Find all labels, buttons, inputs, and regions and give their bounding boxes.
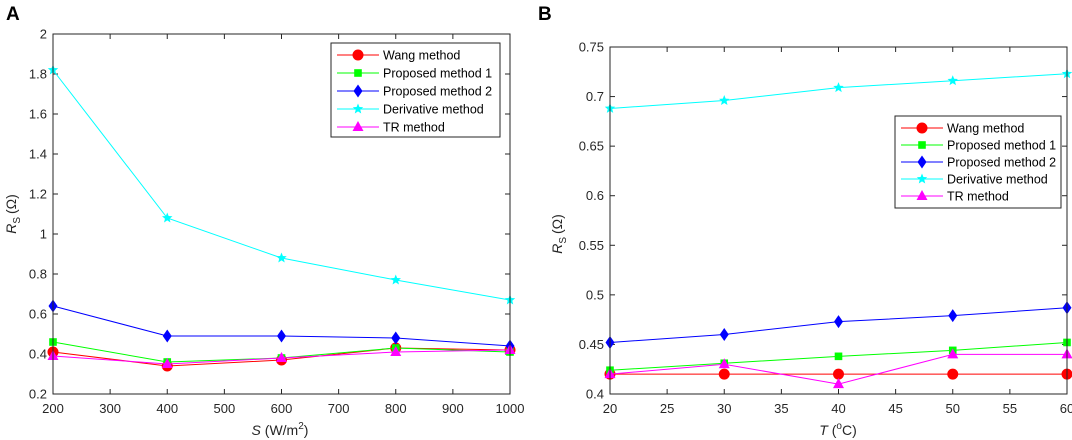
x-tick-label: 500 (214, 401, 236, 416)
data-point-tr-method (833, 378, 844, 389)
panel-a-legend-items: Wang method Proposed method 1 Proposed met… (337, 49, 492, 135)
y-tick-label: 2 (40, 27, 47, 42)
x-tick-label: 60 (1060, 401, 1072, 416)
data-point-proposed-method-2 (391, 331, 401, 345)
x-tick-label: 50 (946, 401, 960, 416)
y-tick-label: 0.5 (586, 287, 604, 302)
legend-label-derivative-method: Derivative method (383, 103, 484, 117)
x-tick-label: 300 (99, 401, 121, 416)
y-tick-label: 1.6 (29, 107, 47, 122)
legend-marker-wang-method (916, 122, 928, 134)
panel-a-y-axis-label: RS(Ω) (3, 194, 23, 234)
data-point-derivative-method (276, 252, 287, 263)
legend-marker-tr-method (352, 121, 364, 131)
data-point-proposed-method-2 (948, 309, 958, 323)
y-tick-label: 1.4 (29, 147, 47, 162)
y-tick-label: 0.2 (29, 387, 47, 402)
panel-b-x-axis-label: T (oC) (819, 421, 856, 438)
legend-label-proposed-method-1: Proposed method 1 (947, 139, 1056, 153)
y-tick-label: 0.4 (586, 387, 604, 402)
x-tick-label: 200 (42, 401, 64, 416)
legend-label-proposed-method-1: Proposed method 1 (383, 67, 492, 81)
data-point-derivative-method (719, 95, 730, 105)
data-point-proposed-method-2 (277, 329, 286, 343)
panel-a-legend: Wang method Proposed method 1 Proposed met… (330, 42, 501, 138)
legend-label-wang-method: Wang method (383, 49, 460, 63)
legend-marker-wang-method (352, 49, 364, 61)
data-point-wang-method (718, 368, 730, 380)
data-point-derivative-method (390, 274, 401, 285)
panel-b-legend: Wang method Proposed method 1 Proposed met… (894, 115, 1062, 209)
x-tick-label: 40 (831, 401, 845, 416)
x-tick-label: 700 (328, 401, 350, 416)
x-tick-label: 45 (888, 401, 902, 416)
panel-b-plot-area (610, 47, 1067, 394)
panel-a-ticks: 200 300 400 500 600 700 800 900 1000 0.2 0.4 0.6 0.8… (29, 27, 525, 417)
legend-label-tr-method: TR method (947, 190, 1009, 204)
y-tick-label: 0.8 (29, 267, 47, 282)
x-tick-label: 20 (603, 401, 617, 416)
legend-label-derivative-method: Derivative method (947, 173, 1048, 187)
y-tick-label: 1 (40, 227, 47, 242)
panel-a-x-axis-label: S (W/m2) (252, 421, 309, 438)
panel-b-y-axis-label: RS(Ω) (549, 214, 569, 254)
data-point-wang-method (833, 368, 844, 380)
y-tick-label: 0.45 (579, 337, 604, 352)
x-tick-label: 900 (442, 401, 464, 416)
data-point-tr-method (718, 358, 730, 369)
legend-marker-proposed-method-2 (353, 84, 363, 98)
x-tick-label: 600 (271, 401, 293, 416)
x-tick-label: 800 (385, 401, 407, 416)
data-point-proposed-method-2 (162, 329, 172, 343)
legend-label-proposed-method-2: Proposed method 2 (383, 85, 492, 99)
legend-marker-tr-method (916, 190, 928, 200)
legend-label-wang-method: Wang method (947, 122, 1024, 136)
panel-b-axes-box (609, 46, 1068, 395)
y-tick-label: 1.8 (29, 67, 47, 82)
panel-a-label: A (6, 4, 20, 25)
data-point-derivative-method (833, 82, 844, 93)
x-tick-label: 25 (660, 401, 674, 416)
y-tick-label: 0.4 (29, 347, 47, 362)
data-point-proposed-method-1 (834, 352, 843, 361)
legend-marker-proposed-method-1 (918, 141, 926, 149)
y-tick-label: 0.6 (586, 188, 604, 203)
data-point-tr-method (161, 358, 173, 368)
legend-marker-derivative-method (352, 103, 364, 114)
panel-a: A 200 300 400 500 600 700 800 900 1000 0.2 0.4 0.6 0… (3, 4, 524, 438)
x-tick-label: 30 (717, 401, 731, 416)
data-point-derivative-method (162, 212, 173, 223)
y-tick-label: 0.6 (29, 307, 47, 322)
y-tick-label: 1.2 (29, 187, 47, 202)
data-point-proposed-method-2 (834, 315, 843, 329)
legend-marker-derivative-method (916, 173, 928, 184)
data-point-proposed-method-2 (719, 328, 729, 342)
x-tick-label: 55 (1003, 401, 1017, 416)
x-tick-label: 400 (156, 401, 178, 416)
legend-marker-proposed-method-2 (917, 155, 927, 169)
data-point-tr-method (276, 352, 287, 362)
legend-label-proposed-method-2: Proposed method 2 (947, 156, 1056, 170)
y-tick-label: 0.75 (579, 40, 604, 55)
data-point-derivative-method (947, 75, 958, 86)
data-point-wang-method (947, 368, 959, 380)
panel-b: B 20 25 30 35 40 45 50 55 60 0.4 0.45 0.5 0.55 0.6 0.6… (538, 4, 1072, 438)
data-point-tr-method (947, 348, 959, 359)
y-tick-label: 0.7 (586, 89, 604, 104)
x-tick-label: 1000 (496, 401, 525, 416)
x-tick-label: 35 (774, 401, 788, 416)
panel-a-series (47, 64, 516, 372)
y-tick-label: 0.65 (579, 139, 604, 154)
panel-b-ticks: 20 25 30 35 40 45 50 55 60 0.4 0.45 0.5 0.55 0.6 0.65 0… (579, 40, 1072, 417)
y-tick-label: 0.55 (579, 238, 604, 253)
legend-marker-proposed-method-1 (354, 69, 362, 77)
panel-b-label: B (538, 4, 552, 25)
panel-b-legend-items: Wang method Proposed method 1 Proposed met… (901, 122, 1056, 204)
panel-a-axes-box (52, 33, 511, 395)
data-point-tr-method (390, 346, 402, 356)
legend-label-tr-method: TR method (383, 121, 445, 135)
